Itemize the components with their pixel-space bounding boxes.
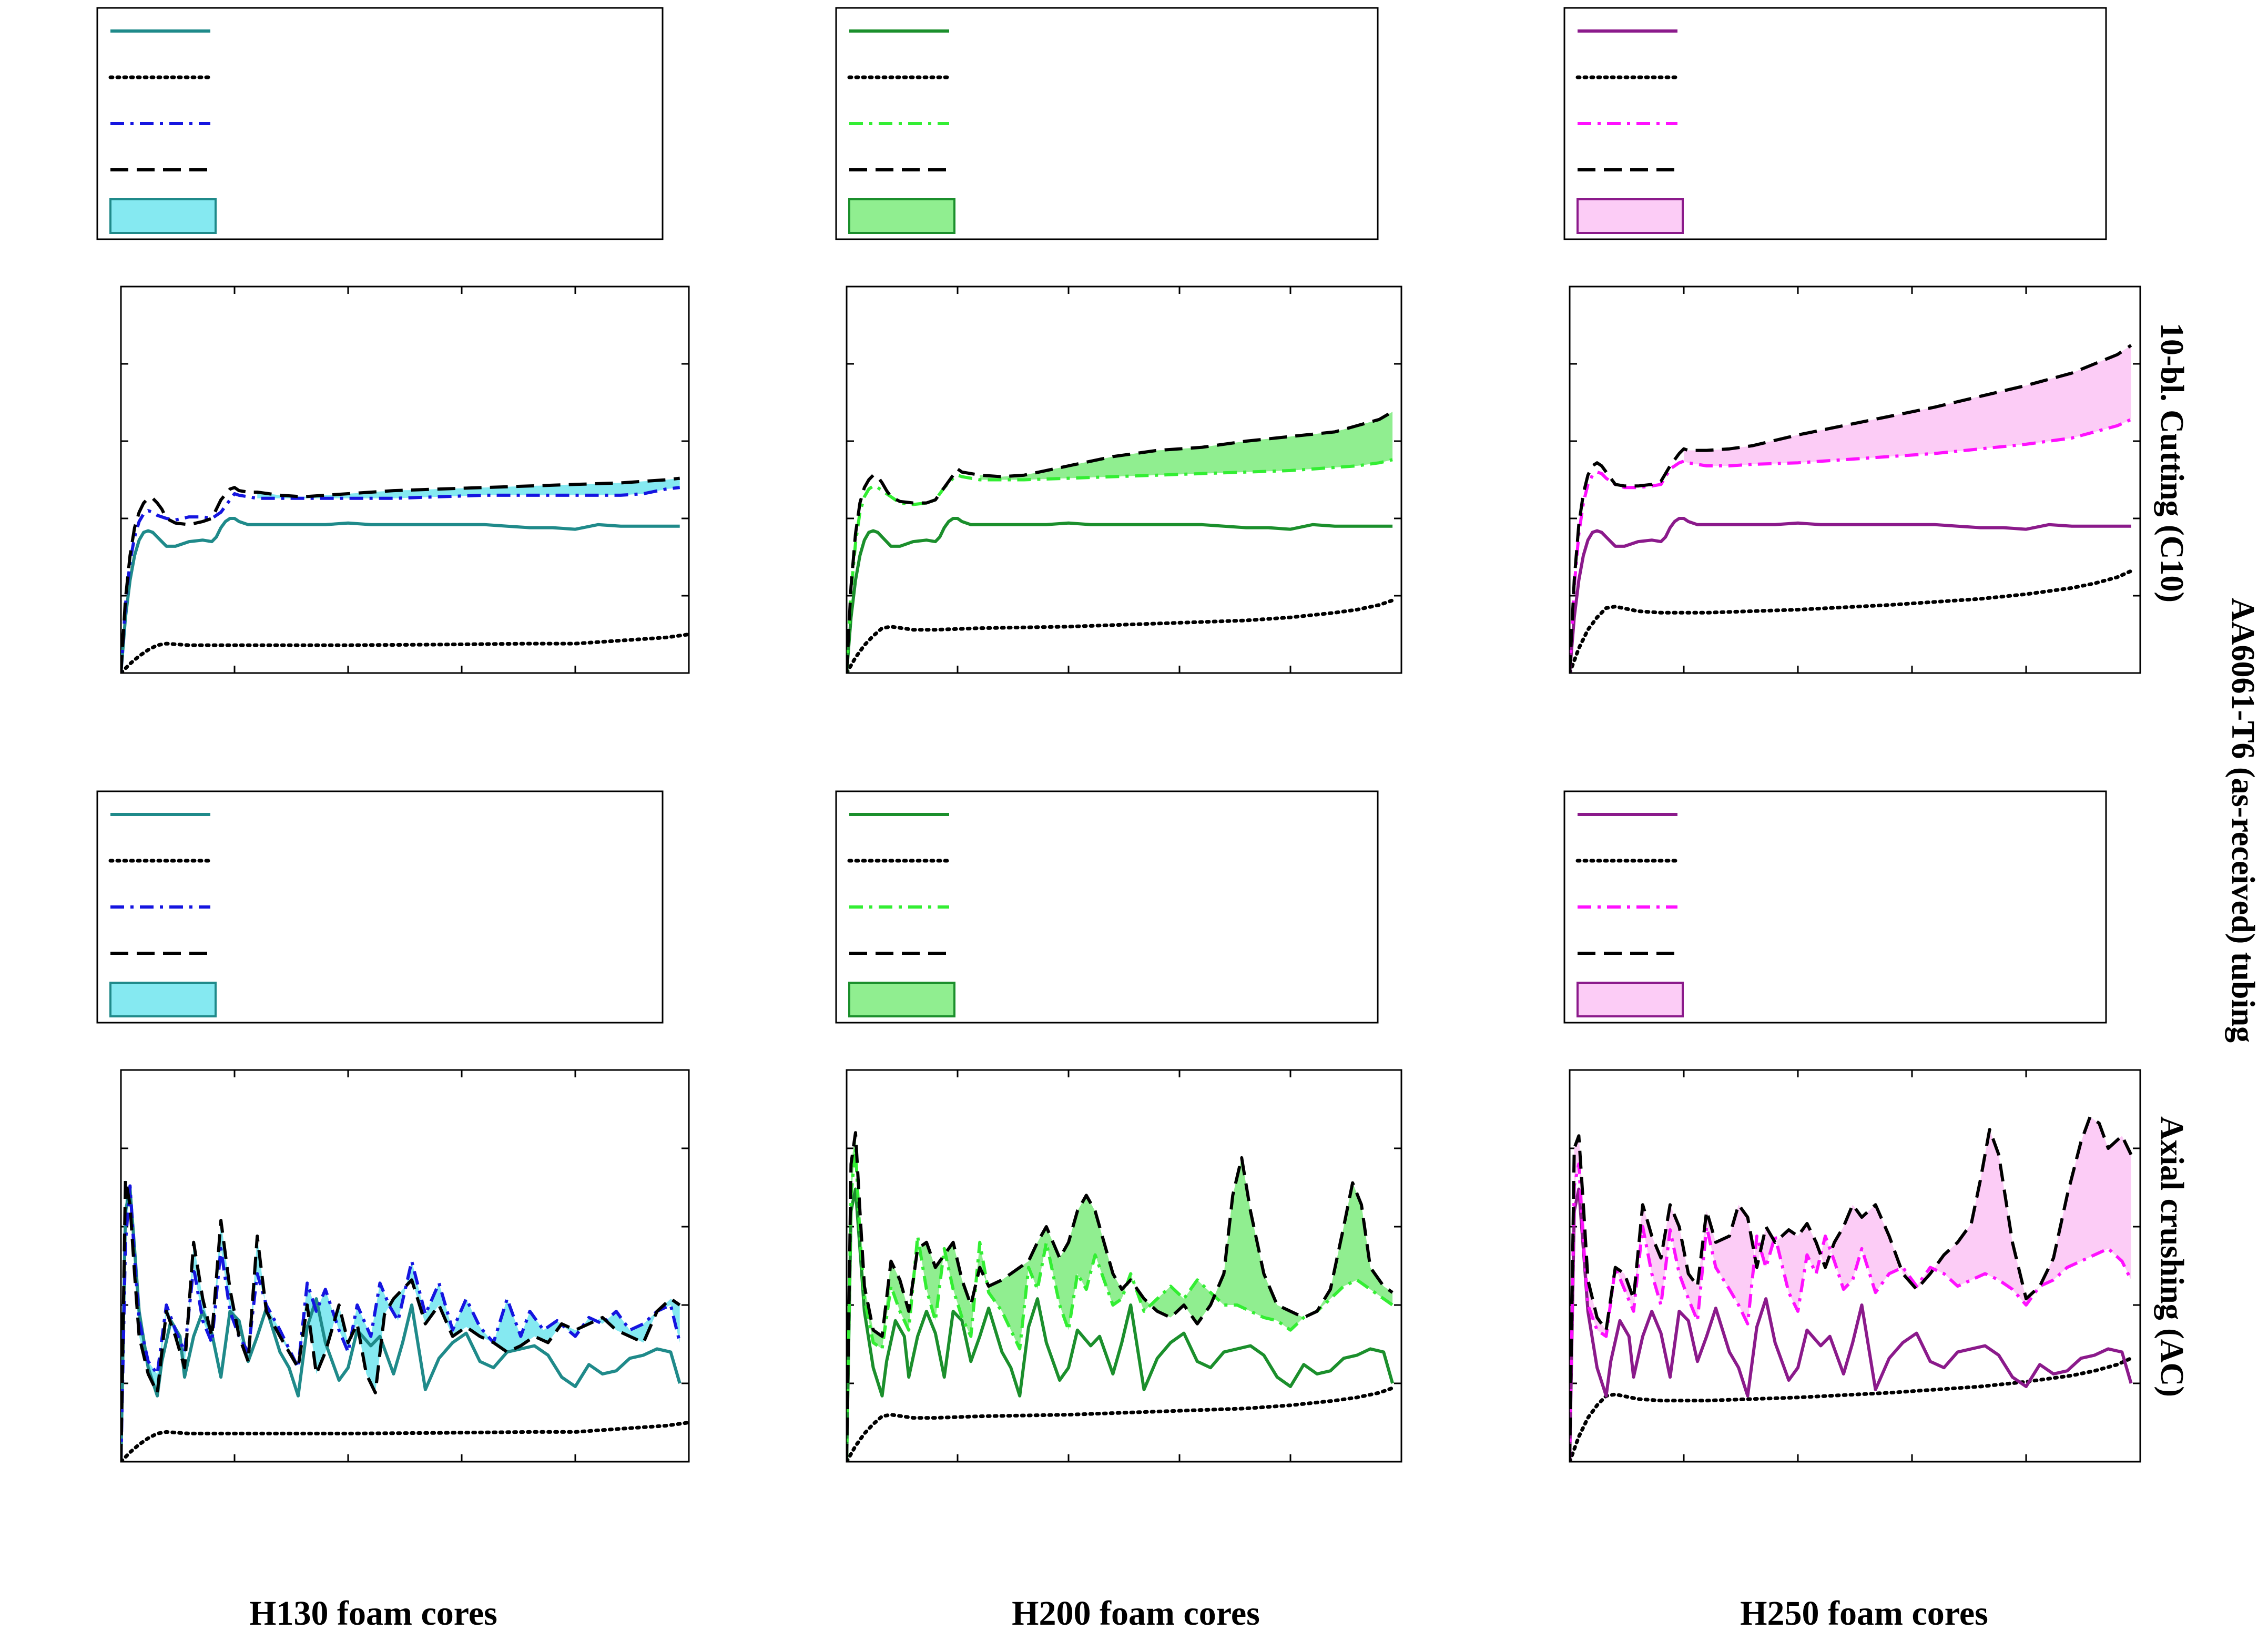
legend [96,7,664,240]
legend [835,7,1379,240]
plot-frame [120,286,690,674]
series-line-4 [1570,344,2132,673]
plot-frame [1569,1069,2141,1463]
column-label-h130: H130 foam cores [249,1594,497,1633]
series-line-2 [1570,569,2133,673]
interaction-fill-area [1684,345,2131,466]
series-line-2 [1570,1356,2133,1462]
series-group [1570,1115,2133,1462]
series-line-1 [121,517,680,673]
plot-area [846,286,1402,674]
chart-panel-1 [96,7,690,674]
series-line-1 [1570,517,2131,673]
series-group [847,410,1395,673]
legend [96,790,664,1024]
series-line-4 [847,1131,1394,1462]
plot-area [120,1069,690,1463]
plot-area [1569,286,2141,674]
legend [835,790,1379,1024]
series-group [1570,344,2133,673]
chart-panel-4 [96,790,690,1463]
series-line-2 [847,598,1395,673]
plot-frame [846,1069,1402,1463]
series-line-3 [1570,1162,2133,1462]
chart-panel-5 [835,790,1402,1463]
series-line-1 [847,1187,1394,1462]
chart-panel-3 [1563,7,2141,674]
series-line-1 [847,517,1393,673]
series-group [847,1131,1395,1462]
legend-swatch-fill [848,982,955,1017]
interaction-fill-area [1574,1117,2131,1337]
series-line-2 [121,1421,689,1462]
legend-swatch-fill [848,198,955,234]
series-line-3 [847,458,1393,673]
side-label-bottom-row: Axial crushing (AC) [2154,1116,2190,1397]
series-line-3 [1570,418,2132,673]
legend [1563,790,2107,1024]
side-label-top-row: 10-bl. Cutting (C10) [2154,323,2190,603]
chart-panel-2 [835,7,1402,674]
legend-swatch-fill [109,982,217,1017]
interaction-fill-area [980,412,1393,480]
chart-panel-6 [1563,790,2141,1463]
legend [1563,7,2107,240]
plot-area [1569,1069,2141,1463]
series-line-4 [1570,1115,2133,1462]
interaction-fill-area [125,1179,680,1393]
plot-frame [1569,286,2141,674]
series-line-4 [121,1178,681,1462]
chart-panels [96,7,2141,1463]
series-group [121,476,689,673]
side-label-outer: AA6061-T6 (as-received) tubing [2225,598,2261,1043]
series-group [121,1178,689,1462]
plot-area [846,1069,1402,1463]
series-line-2 [847,1386,1395,1462]
interaction-fill-area [851,1133,1393,1349]
series-line-4 [121,476,680,673]
series-line-1 [1570,1187,2133,1462]
series-line-4 [847,410,1394,673]
plot-area [120,286,690,674]
series-line-2 [121,633,689,673]
series-line-3 [847,1147,1394,1462]
legend-swatch-fill [1577,982,1684,1017]
column-label-h250: H250 foam cores [1740,1594,1988,1633]
plot-frame [120,1069,690,1463]
column-label-h200: H200 foam cores [1012,1594,1260,1633]
plot-frame [846,286,1402,674]
legend-swatch-fill [1577,198,1684,234]
legend-swatch-fill [109,198,217,234]
